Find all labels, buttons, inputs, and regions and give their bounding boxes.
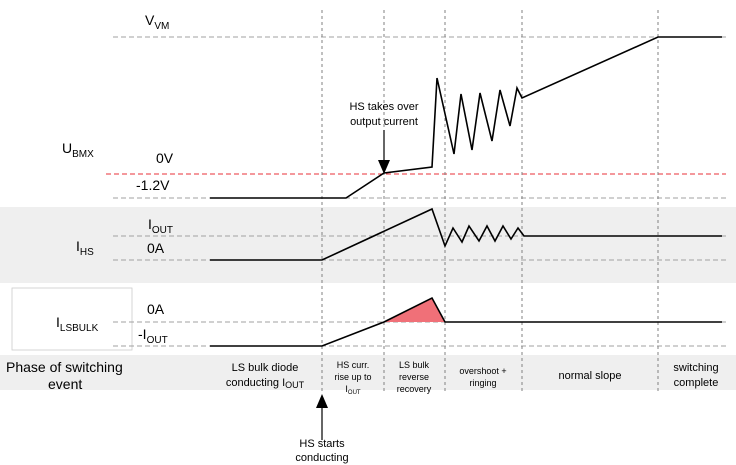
phase-band (0, 355, 736, 390)
ilsbulk-label-box (11, 287, 133, 351)
ilsbulk-waveform (210, 296, 722, 347)
phase-6-line-1: switching (673, 362, 718, 374)
hs-starts-arrowhead (316, 394, 328, 408)
ilsbulk-label: ILSBULK (56, 314, 99, 334)
phase-6-line-2: complete (674, 377, 719, 389)
hs-starts-line-1: HS starts (299, 438, 345, 450)
phase-4-line-2: ringing (469, 378, 496, 388)
zero-v-label: 0V (156, 150, 174, 166)
vvm-label: VVM (145, 12, 169, 32)
ihs-label: IHS (76, 238, 94, 258)
neg-iout-label: -IOUT (138, 326, 168, 346)
ihs-waveform (210, 207, 722, 261)
hs-takes-over-line-1: HS takes over (349, 101, 418, 113)
phase-2-line-1: HS curr. (337, 360, 370, 370)
phase-2-line-2: rise up to (334, 372, 371, 382)
zero-a-hs-label: 0A (147, 240, 165, 256)
phase-4-line-1: overshoot + (459, 366, 506, 376)
neg-v-label: -1.2V (136, 177, 170, 193)
phase-3-line-3: recovery (397, 384, 432, 394)
zero-a-ls-label: 0A (147, 301, 165, 317)
hs-starts-line-2: conducting (295, 452, 348, 464)
phase-5-line-1: normal slope (559, 370, 622, 382)
phase-title-line-2: event (48, 376, 82, 392)
hs-takes-over-line-2: output current (350, 116, 418, 128)
ubmx-waveform (210, 36, 722, 199)
phase-1-line-2: conducting IOUT (226, 377, 305, 390)
ihs-band (0, 207, 736, 283)
ubmx-label: UBMX (62, 140, 94, 160)
phase-2-line-3: IOUT (345, 384, 361, 396)
phase-title-line-1: Phase of switching (6, 359, 123, 375)
phase-3-line-2: reverse (399, 372, 429, 382)
phase-1-line-1: LS bulk diode (232, 362, 299, 374)
iout-label: IOUT (148, 216, 173, 236)
recovery-charge-fill (384, 298, 445, 322)
phase-3-line-1: LS bulk (399, 360, 430, 370)
hs-takes-over-arrowhead (378, 160, 390, 174)
